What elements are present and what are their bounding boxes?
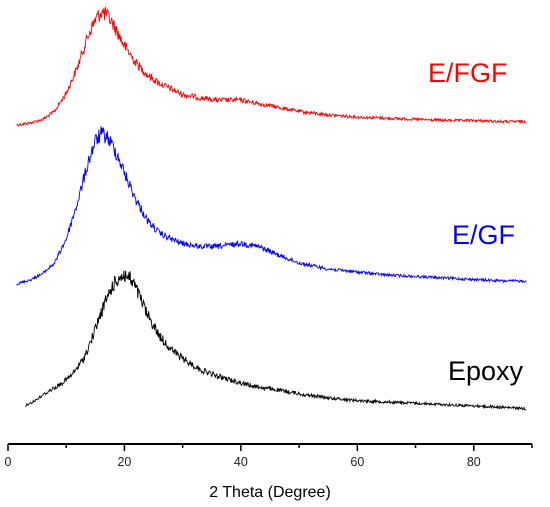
x-axis: 0 20 40 60 80 — [5, 443, 533, 469]
x-tick-label: 20 — [117, 455, 131, 469]
x-tick-label: 60 — [350, 455, 364, 469]
series-layer — [16, 6, 527, 411]
x-tick-label: 80 — [467, 455, 481, 469]
series-label-epoxy: Epoxy — [448, 356, 524, 386]
series-label-e-gf: E/GF — [452, 220, 515, 250]
series-line-e-fgf — [16, 6, 527, 127]
series-label-e-fgf: E/FGF — [428, 58, 508, 88]
x-tick-label: 0 — [5, 455, 12, 469]
x-tick-label: 40 — [234, 455, 248, 469]
series-line-epoxy — [25, 270, 527, 411]
x-axis-title: 2 Theta (Degree) — [209, 484, 331, 501]
series-labels: E/FGF E/GF Epoxy — [428, 58, 524, 386]
series-line-e-gf — [16, 126, 527, 286]
